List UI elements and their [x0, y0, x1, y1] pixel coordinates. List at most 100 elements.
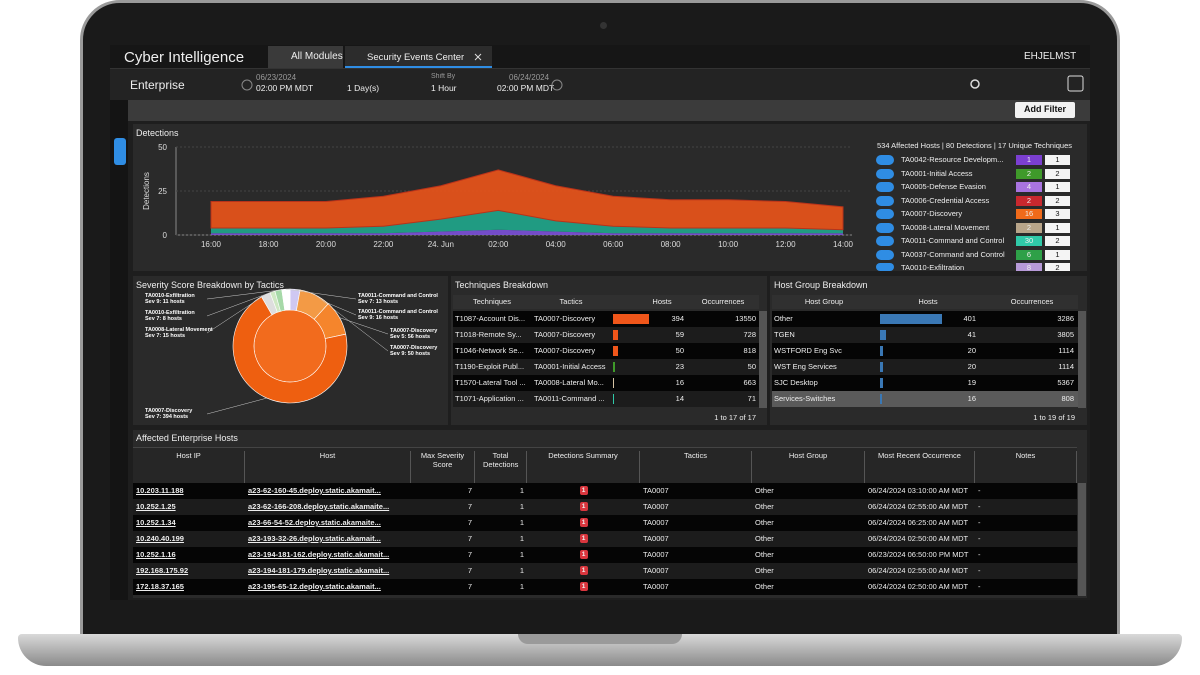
host-link[interactable]: a23-195-65-12.deploy.static.akamait... [248, 582, 381, 591]
cell: 728 [743, 330, 756, 339]
column-header: Occurrences [1010, 297, 1054, 306]
toggle[interactable] [876, 155, 894, 165]
host-link[interactable]: a23-66-54-52.deploy.static.akamaite... [248, 518, 381, 527]
start-date: 06/23/2024 [256, 73, 297, 82]
tab-label[interactable]: Security Events Center [367, 52, 465, 63]
column-header: Host Group [752, 451, 865, 483]
cell: 808 [1061, 394, 1074, 403]
table-row [772, 375, 1078, 391]
cell: TA0007-Discovery [534, 346, 596, 355]
toggle[interactable] [876, 249, 894, 260]
cell: 1 [519, 582, 524, 591]
detections-badge: 1 [579, 534, 588, 543]
cell: Other [755, 534, 774, 543]
column-header: Host Group [804, 297, 844, 306]
cell: 7 [467, 502, 472, 511]
host-link[interactable]: a23-194-181-179.deploy.static.akamait... [248, 566, 390, 575]
hosts-badge: 2 [1045, 195, 1070, 206]
host-bar [613, 314, 649, 324]
add-filter-label[interactable]: Add Filter [1024, 104, 1066, 114]
cell: 1 [519, 550, 524, 559]
host-link[interactable]: 192.168.175.92 [136, 566, 189, 575]
cell: 7 [467, 534, 472, 543]
tab-security-events[interactable] [345, 46, 492, 68]
tactic-name: TA0001-Initial Access [901, 168, 973, 178]
table-row [772, 359, 1078, 375]
host-link[interactable]: 10.252.1.34 [136, 518, 176, 527]
detections-badge: 30 [1016, 236, 1042, 246]
cell: 41 [967, 330, 976, 339]
cell: - [978, 566, 981, 575]
sidebar-item[interactable] [114, 138, 126, 165]
table-row [133, 515, 1077, 531]
panel-title: Host Group Breakdown [774, 280, 868, 290]
cell: TA0007-Discovery [534, 330, 596, 339]
laptop-notch [518, 634, 682, 644]
toggle[interactable] [876, 195, 894, 206]
detections-badge: 1 [579, 550, 588, 559]
detections-badge: 16 [1016, 209, 1042, 219]
table-row [772, 327, 1078, 343]
host-link[interactable]: 172.18.37.165 [136, 582, 184, 591]
cell: Other [755, 566, 774, 575]
range[interactable]: 1 Day(s) [347, 83, 380, 93]
scope: Enterprise [130, 78, 185, 92]
end-date: 06/24/2024 [509, 73, 550, 82]
filter-bar [110, 69, 1090, 100]
host-link[interactable]: a23-194-181-162.deploy.static.akamait... [248, 550, 390, 559]
hosts-badge: 1 [1045, 182, 1070, 192]
host-bar [880, 394, 883, 404]
tab-label[interactable]: All Modules [291, 51, 343, 62]
detections-badge: 1 [579, 486, 588, 495]
toggle[interactable] [876, 209, 894, 219]
cell: SJC Desktop [774, 378, 818, 387]
table-row [772, 391, 1078, 407]
hosts-badge: 2 [1045, 236, 1070, 246]
cell: - [978, 550, 981, 559]
cell: 1 [519, 518, 524, 527]
user-name: EHJELMST [1024, 51, 1077, 62]
cell: TA0007-Discovery [534, 314, 596, 323]
host-link[interactable]: 10.203.11.188 [136, 486, 184, 495]
cell: 16 [967, 394, 976, 403]
host-link[interactable]: 10.252.1.25 [136, 502, 176, 511]
cell: WSTFORD Eng Svc [774, 346, 842, 355]
host-link[interactable]: a23-193-32-26.deploy.static.akamait... [248, 534, 381, 543]
host-link[interactable]: 10.240.40.199 [136, 534, 184, 543]
host-link[interactable]: a23-62-166-208.deploy.static.akamaite... [248, 502, 390, 511]
cell: 1 [519, 502, 524, 511]
cell: 06/24/2024 02:55:00 AM MDT [868, 502, 969, 511]
toggle[interactable] [876, 168, 894, 179]
cell: - [978, 518, 981, 527]
add-filter-button[interactable] [1015, 102, 1075, 118]
shift[interactable]: 1 Hour [431, 83, 457, 93]
toggle[interactable] [876, 236, 894, 246]
column-header: Max Severity Score [411, 451, 475, 483]
cell: - [978, 502, 981, 511]
detections-badge: 1 [579, 502, 588, 511]
detections-badge: 4 [1016, 182, 1042, 192]
hosts-badge: 1 [1045, 249, 1070, 260]
cell: 71 [747, 394, 756, 403]
cell: T1046-Network Se... [455, 346, 524, 355]
toggle[interactable] [876, 263, 894, 271]
table-row [133, 499, 1077, 515]
table-header [453, 295, 759, 309]
host-link[interactable]: 10.252.1.16 [136, 550, 176, 559]
hosts-badge: 1 [1045, 155, 1070, 165]
panel-title: Detections [136, 128, 179, 138]
table-row [453, 375, 759, 391]
cell: Other [755, 486, 774, 495]
tab-all-modules[interactable] [268, 46, 343, 68]
sidebar [110, 100, 128, 600]
toggle[interactable] [876, 182, 894, 192]
cell: 1 [519, 534, 524, 543]
cell: 1 [519, 486, 524, 495]
toggle[interactable] [876, 222, 894, 233]
column-header: Most Recent Occurrence [865, 451, 975, 483]
host-link[interactable]: a23-62-160-45.deploy.static.akamait... [248, 486, 381, 495]
cell: - [978, 582, 981, 591]
host-bar [880, 330, 887, 340]
hosts-badge: 3 [1045, 209, 1070, 219]
